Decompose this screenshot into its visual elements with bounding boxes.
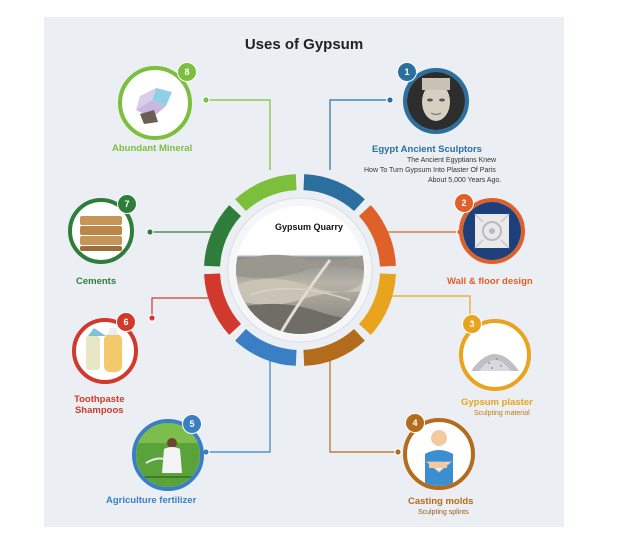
use-label-3: Gypsum plaster — [461, 397, 533, 408]
use-label-6: Toothpaste Shampoos — [74, 394, 125, 416]
connector-dot-8 — [202, 96, 210, 104]
ring-segment-6 — [204, 273, 242, 335]
center-label: Gypsum Quarry — [274, 222, 344, 232]
connector-dot-7 — [146, 228, 154, 236]
toiletry-bottles-icon — [72, 318, 138, 384]
use-sublabel-3: Sculpting material — [474, 410, 530, 417]
page-title: Uses of Gypsum — [244, 36, 364, 53]
mineral-crystal-icon — [118, 66, 192, 140]
connector-line-5 — [206, 360, 271, 453]
ring-segment-4 — [303, 328, 365, 366]
connector-line-6 — [151, 297, 220, 318]
number-badge-1: 1 — [397, 62, 417, 82]
connector-line-1 — [329, 99, 390, 170]
number-badge-6: 6 — [116, 312, 136, 332]
segment-ring — [204, 174, 396, 366]
connector-line-4 — [329, 360, 398, 453]
use-sublabel-4: Sculpting splints — [418, 509, 469, 516]
connector-dot-4 — [394, 448, 402, 456]
use-label-1: Egypt Ancient Sculptors — [372, 144, 482, 155]
use-label-2: Wall & floor design — [447, 276, 533, 287]
ring-segment-3 — [358, 273, 396, 335]
ring-segment-7 — [204, 205, 242, 267]
use-label-8: Abundant Mineral — [112, 143, 193, 154]
use-description-1b: How To Turn Gypsum Into Plaster Of Paris — [364, 167, 496, 174]
connector-line-8 — [206, 99, 271, 170]
ring-segment-2 — [358, 205, 396, 267]
number-badge-8: 8 — [177, 62, 197, 82]
connector-line-3 — [380, 295, 471, 323]
ring-segment-1 — [303, 174, 365, 212]
connector-dot-6 — [148, 314, 156, 322]
use-label-5: Agriculture fertilizer — [106, 495, 197, 506]
use-description-1a: The Ancient Egyptians Knew — [407, 157, 497, 164]
ring-segment-8 — [235, 174, 297, 212]
use-label-4: Casting molds — [408, 496, 474, 507]
ring-segment-5 — [235, 328, 297, 366]
number-badge-7: 7 — [117, 194, 137, 214]
connector-dot-1 — [386, 96, 394, 104]
ornament-tile-icon — [459, 198, 525, 264]
number-badge-2: 2 — [454, 193, 474, 213]
number-badge-4: 4 — [405, 413, 425, 433]
number-badge-5: 5 — [182, 414, 202, 434]
use-label-7: Cements — [76, 276, 117, 287]
use-description-1c: About 5,000 Years Ago. — [428, 177, 502, 184]
number-badge-3: 3 — [462, 314, 482, 334]
